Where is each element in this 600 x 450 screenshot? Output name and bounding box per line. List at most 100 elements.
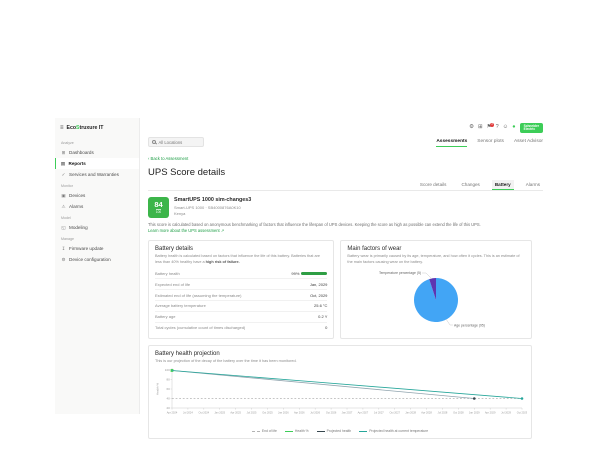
subtab-battery[interactable]: Battery <box>491 180 514 190</box>
sidebar-item-label: Modeling <box>69 225 88 230</box>
sidebar-item-modeling[interactable]: ◱ Modeling <box>55 222 139 233</box>
x-tick-label: Apr 2024 <box>167 411 178 415</box>
battery-row-battery-age: Battery age 0.2 Y <box>155 312 328 323</box>
battery-row-label: Expected end of life <box>155 281 191 287</box>
sidebar-item-alarms[interactable]: ⚠ Alarms <box>55 201 139 212</box>
sidebar-item-firmware-update[interactable]: ↧ Firmware update <box>55 243 139 254</box>
settings-icon[interactable]: ⚙ <box>469 124 475 131</box>
notifications-icon[interactable]: ⚑ 2 <box>486 122 495 131</box>
legend-label: Health % <box>294 429 309 434</box>
sub-tabs: Score details Changes Battery Alarms <box>148 180 543 191</box>
legend-label: Projected health at current temperature <box>369 429 429 434</box>
tab-sensor-plots[interactable]: Sensor plots <box>477 139 504 144</box>
sidebar-nav: Analyze ⊞ Dashboards ▤ Reports ✓ Services and … <box>55 137 139 265</box>
battery-row-label: Average battery temperature <box>155 303 206 309</box>
legend-swatch <box>316 430 325 432</box>
y-tick-label: 100 <box>165 368 170 372</box>
x-tick-label: Jan 2027 <box>342 411 353 415</box>
x-tick-label: Jul 2025 <box>247 411 257 415</box>
legend-item-projected-health-at-current-temperature: Projected health at current temperature <box>359 429 428 433</box>
wear-card-description: Battery wear is primarily caused by its … <box>347 254 520 264</box>
search-icon <box>152 140 156 144</box>
y-tick-label: 40 <box>166 397 170 401</box>
logo-accent: S <box>76 125 80 131</box>
sidebar-item-services-and-warranties[interactable]: ✓ Services and Warranties <box>55 169 139 180</box>
battery-row-value: 0 <box>325 325 327 330</box>
learn-more-link[interactable]: Learn more about the UPS assessment ↗ <box>148 228 225 234</box>
sidebar-section-analyze: Analyze <box>61 141 74 145</box>
legend-item-health: Health % <box>284 429 309 434</box>
x-tick-label: Oct 2026 <box>326 411 337 415</box>
battery-row-label: Total cycles (cumulative count of times … <box>155 324 246 330</box>
y-tick-label: 60 <box>166 387 170 391</box>
battery-row-value: 25.6 °C <box>314 303 327 308</box>
score-badge: 84 100 <box>148 197 169 218</box>
x-tick-label: Apr 2026 <box>294 411 305 415</box>
apps-icon[interactable]: ⊞ <box>478 124 483 131</box>
alarms-icon: ⚠ <box>61 203 66 209</box>
battery-row-value: Jan, 2029 <box>310 282 328 287</box>
sidebar-item-label: Devices <box>69 193 86 198</box>
device-name: SmartUPS 1000 sim-changes3 <box>174 197 252 203</box>
sidebar-item-label: Firmware update <box>69 246 104 251</box>
status-icon[interactable]: ● <box>512 124 516 131</box>
device-info: SmartUPS 1000 sim-changes3 Smart-UPS 100… <box>174 197 251 216</box>
brand-line1: Schneider <box>523 123 539 128</box>
device-configuration-icon: ⚙ <box>61 256 66 262</box>
tab-asset-advisor[interactable]: Asset Advisor <box>513 139 543 144</box>
battery-row-expected-end-of-life: Expected end of life Jan, 2029 <box>155 279 328 291</box>
sidebar-item-label: Device configuration <box>69 257 111 262</box>
battery-row-value: Oct, 2029 <box>310 293 327 298</box>
modeling-icon: ◱ <box>61 224 66 230</box>
notification-badge: 2 <box>490 122 495 128</box>
x-tick-label: Jul 2027 <box>374 411 384 415</box>
menu-icon[interactable]: ≡ <box>60 125 64 131</box>
marker-projected-health-at-current-temperature <box>520 397 524 401</box>
services-warranties-icon: ✓ <box>61 171 66 177</box>
battery-rows: Battery health 99% Expected end of life Jan… <box>155 269 328 333</box>
battery-row-average-battery-temperature: Average battery temperature 25.6 °C <box>155 301 328 312</box>
score-max: 100 <box>155 208 162 215</box>
battery-row-value-text: Oct, 2029 <box>310 292 328 298</box>
header-row: All Locations Assessments Sensor plots Ass… <box>148 137 543 147</box>
subtab-score-details[interactable]: Score details <box>419 182 447 187</box>
schneider-electric-logo[interactable]: Schneider Electric <box>519 123 543 133</box>
device-location: Kenya <box>174 211 186 216</box>
sidebar-section-model: Model <box>61 216 71 220</box>
tab-assessments[interactable]: Assessments <box>436 139 468 147</box>
logo-row: ≡ EcoStruxure IT <box>55 122 139 137</box>
sidebar-item-label: Dashboards <box>69 150 94 155</box>
cards-row: Battery details Battery health is calcul… <box>148 240 532 339</box>
wear-card-title: Main factors of wear <box>347 246 402 253</box>
subtab-alarms[interactable]: Alarms <box>525 182 540 187</box>
battery-row-value-text: 0.2 Y <box>318 314 328 320</box>
projection-description: This is our projection of the decay of t… <box>155 358 297 363</box>
legend-swatch <box>251 430 260 432</box>
battery-row-value: 0.2 Y <box>318 314 327 319</box>
sidebar-item-devices[interactable]: ▣ Devices <box>55 190 139 201</box>
location-search-input[interactable]: All Locations <box>148 137 204 147</box>
sidebar-item-dashboards[interactable]: ⊞ Dashboards <box>55 147 139 158</box>
x-tick-label: Jul 2028 <box>438 411 448 415</box>
ecostruxure-it-app: ≡ EcoStruxure IT Analyze ⊞ Dashboards ▤ Repo… <box>55 118 545 440</box>
reports-icon: ▤ <box>60 160 66 166</box>
score-description: This score is calculated based on anonym… <box>148 222 530 234</box>
battery-row-label: Battery health <box>155 271 180 277</box>
y-tick-label: 20 <box>166 406 170 410</box>
pie-label-age: Age percentage (95) <box>454 323 485 327</box>
user-icon[interactable]: ☺ <box>502 124 509 131</box>
back-link[interactable]: ‹ Back to Assessment <box>148 156 189 161</box>
help-icon[interactable]: ? <box>495 124 499 131</box>
sidebar-item-device-configuration[interactable]: ⚙ Device configuration <box>55 254 139 265</box>
battery-row-label: Battery age <box>155 314 176 320</box>
battery-details-description: Battery health is calculated based on fa… <box>155 254 320 264</box>
sidebar-section-manage: Manage <box>61 237 74 241</box>
x-tick-label: Oct 2027 <box>389 411 400 415</box>
battery-health-bar <box>301 272 328 276</box>
sidebar-item-reports[interactable]: ▤ Reports <box>55 158 139 169</box>
sidebar: ≡ EcoStruxure IT Analyze ⊞ Dashboards ▤ Repo… <box>55 118 140 414</box>
legend-label: Projected health <box>326 429 352 434</box>
subtab-changes[interactable]: Changes <box>461 182 480 187</box>
pie-chart-svg: Temperature percentage (5) Age percentage… <box>379 271 485 328</box>
